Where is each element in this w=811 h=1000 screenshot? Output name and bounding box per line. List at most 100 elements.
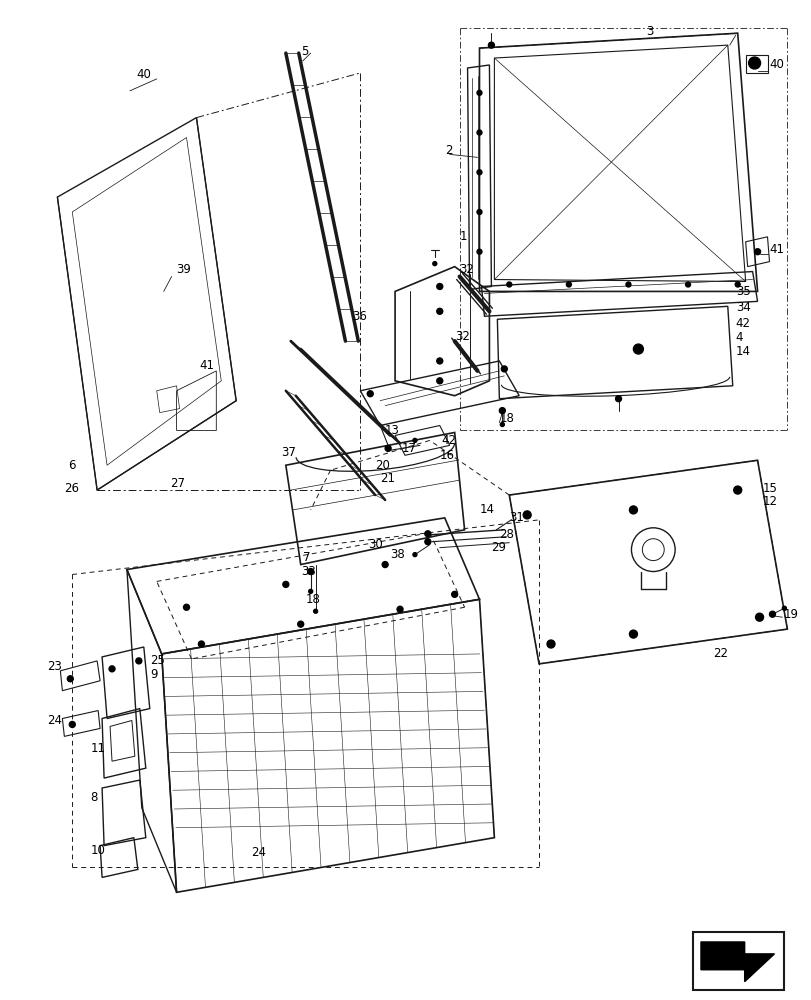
Text: 9: 9 (149, 668, 157, 681)
Circle shape (313, 609, 317, 613)
Text: 16: 16 (440, 449, 454, 462)
Circle shape (476, 210, 482, 214)
Text: 3: 3 (646, 25, 653, 38)
Circle shape (382, 562, 388, 568)
Circle shape (109, 666, 115, 672)
Text: 20: 20 (375, 459, 389, 472)
Circle shape (733, 486, 740, 494)
Circle shape (615, 396, 620, 402)
Circle shape (522, 511, 530, 519)
Text: 26: 26 (64, 482, 79, 495)
Circle shape (424, 531, 431, 537)
Text: 24: 24 (251, 846, 266, 859)
Circle shape (367, 391, 373, 397)
Text: 19: 19 (783, 608, 797, 621)
Text: 34: 34 (735, 301, 749, 314)
Text: 14: 14 (479, 503, 494, 516)
Circle shape (636, 347, 640, 351)
Text: 33: 33 (300, 565, 315, 578)
Circle shape (476, 90, 482, 95)
Circle shape (307, 569, 313, 574)
Text: 35: 35 (735, 285, 749, 298)
Text: 32: 32 (459, 263, 474, 276)
Circle shape (436, 283, 442, 289)
Text: 7: 7 (303, 551, 310, 564)
Circle shape (625, 282, 630, 287)
Text: 23: 23 (47, 660, 62, 673)
Text: 10: 10 (90, 844, 105, 857)
Circle shape (413, 438, 416, 442)
Circle shape (282, 581, 289, 587)
Circle shape (753, 249, 760, 255)
Text: 29: 29 (491, 541, 506, 554)
Circle shape (629, 506, 637, 514)
Circle shape (476, 130, 482, 135)
Text: 21: 21 (380, 472, 395, 485)
Text: 40: 40 (137, 68, 152, 81)
Text: 42: 42 (735, 317, 750, 330)
Circle shape (476, 249, 482, 254)
Text: 4: 4 (735, 331, 742, 344)
Text: 32: 32 (455, 330, 470, 343)
Circle shape (684, 282, 689, 287)
Text: 1: 1 (459, 230, 466, 243)
Circle shape (436, 308, 442, 314)
Text: 18: 18 (305, 593, 320, 606)
Text: 13: 13 (384, 424, 400, 437)
Text: 38: 38 (389, 548, 405, 561)
Circle shape (135, 658, 142, 664)
Circle shape (499, 408, 504, 414)
Circle shape (198, 641, 204, 647)
Text: 22: 22 (712, 647, 727, 660)
Circle shape (506, 282, 511, 287)
Text: 41: 41 (200, 359, 214, 372)
Circle shape (782, 606, 785, 610)
Circle shape (298, 621, 303, 627)
Text: 40: 40 (769, 58, 783, 71)
Circle shape (566, 282, 571, 287)
Circle shape (69, 721, 75, 727)
Circle shape (751, 60, 757, 66)
Text: 24: 24 (47, 714, 62, 727)
Circle shape (451, 591, 457, 597)
Circle shape (476, 170, 482, 175)
Text: 36: 36 (352, 310, 367, 323)
Text: 42: 42 (441, 434, 457, 447)
Polygon shape (700, 942, 774, 982)
Circle shape (500, 366, 507, 372)
Circle shape (748, 57, 760, 69)
Circle shape (547, 640, 554, 648)
Circle shape (67, 676, 73, 682)
Circle shape (734, 282, 740, 287)
Circle shape (633, 344, 642, 354)
Text: 14: 14 (735, 345, 750, 358)
Text: 41: 41 (769, 243, 783, 256)
Text: 28: 28 (499, 528, 513, 541)
Circle shape (629, 630, 637, 638)
Text: 31: 31 (508, 511, 524, 524)
Circle shape (424, 539, 431, 545)
Text: 39: 39 (176, 263, 191, 276)
Text: 5: 5 (300, 45, 307, 58)
Text: 8: 8 (90, 791, 97, 804)
Text: 25: 25 (149, 654, 165, 667)
Circle shape (755, 613, 762, 621)
Text: 2: 2 (444, 144, 452, 157)
Circle shape (308, 589, 312, 593)
Circle shape (436, 378, 442, 384)
Text: 27: 27 (169, 477, 184, 490)
Circle shape (413, 553, 416, 557)
Circle shape (769, 611, 775, 617)
Circle shape (432, 262, 436, 266)
Text: 18: 18 (499, 412, 513, 425)
Text: 6: 6 (68, 459, 75, 472)
Circle shape (384, 445, 391, 451)
Text: 37: 37 (281, 446, 295, 459)
Text: 30: 30 (368, 538, 383, 551)
Circle shape (436, 358, 442, 364)
Circle shape (183, 604, 189, 610)
Text: 17: 17 (401, 442, 417, 455)
Circle shape (500, 423, 504, 427)
Circle shape (397, 606, 402, 612)
Text: 11: 11 (90, 742, 105, 755)
